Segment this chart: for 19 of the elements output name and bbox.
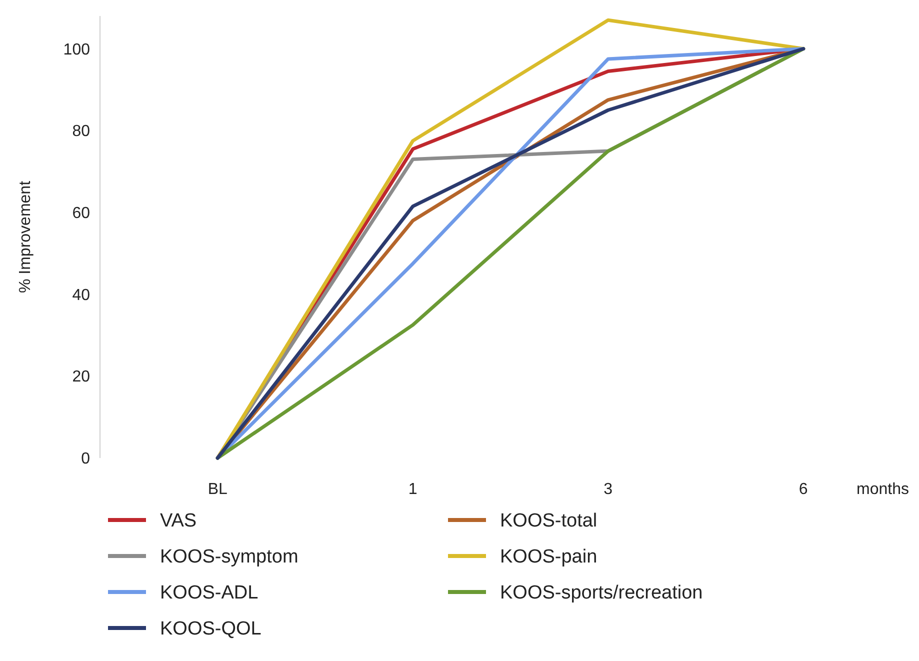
y-tick-label: 40 [72, 286, 90, 304]
y-tick-label: 80 [72, 123, 90, 140]
x-tick-label: 6 [798, 481, 808, 498]
y-tick-label: 20 [72, 368, 90, 386]
legend-label: KOOS-symptom [160, 546, 298, 568]
x-tick-label: 3 [604, 481, 613, 498]
y-tick-label: 100 [63, 41, 90, 58]
x-tick-label: 1 [408, 481, 418, 498]
y-tick-label: 60 [72, 205, 90, 222]
x-tick-label: BL [208, 481, 228, 498]
legend-label: VAS [160, 510, 197, 532]
legend-label: KOOS-QOL [160, 618, 262, 640]
legend-label: KOOS-sports/recreation [500, 582, 703, 604]
y-tick-label: 0 [81, 450, 90, 468]
y-axis-title: % Improvement [17, 180, 34, 294]
legend-label: KOOS-total [500, 510, 598, 532]
legend-label: KOOS-pain [500, 546, 598, 568]
legend-label: KOOS-ADL [160, 582, 258, 604]
x-axis-title: months [856, 481, 909, 498]
